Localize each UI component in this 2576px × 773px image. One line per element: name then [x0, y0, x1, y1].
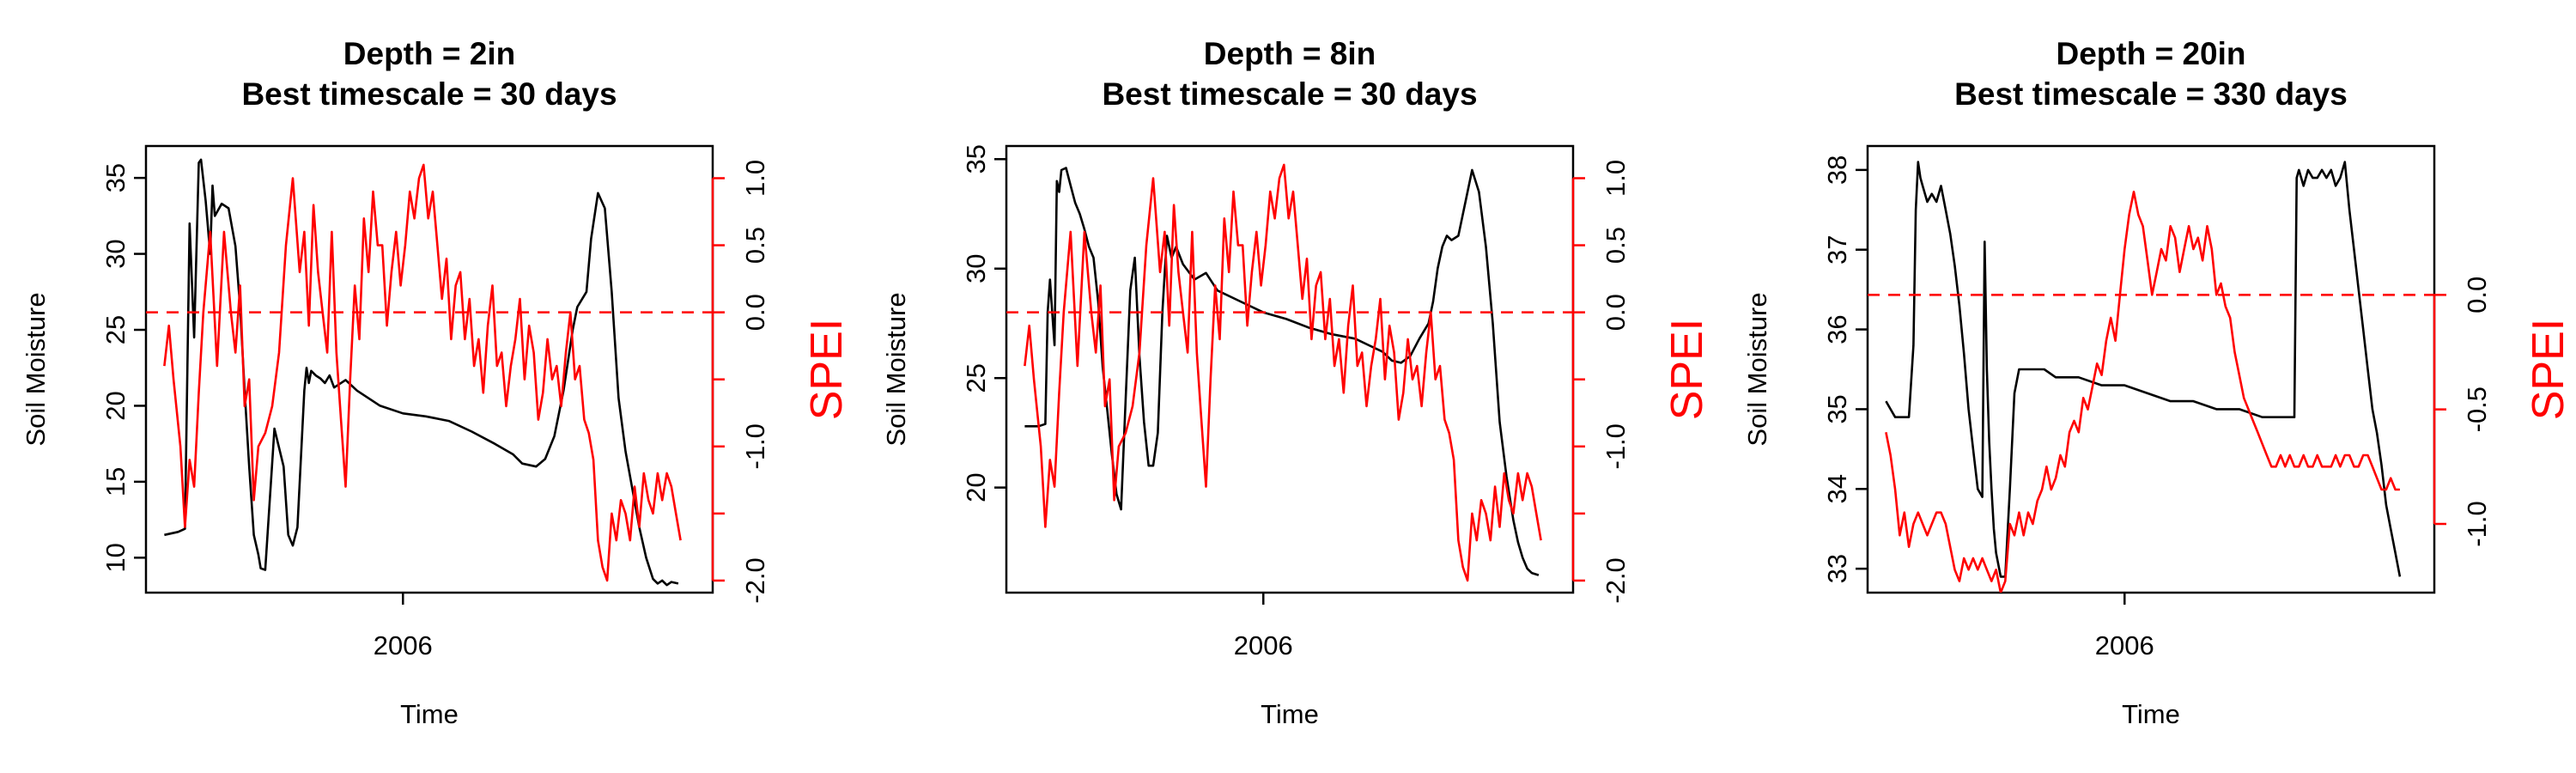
chart-subtitle: Best timescale = 30 days [241, 76, 617, 112]
y-tick-label: 30 [100, 239, 131, 268]
x-axis-label: Time [1261, 699, 1319, 729]
y-tick-label: 10 [100, 543, 131, 572]
y-tick-label: 15 [100, 467, 131, 496]
y-tick-label: 34 [1822, 474, 1852, 503]
panel-depth-8in: Depth = 8in Best timescale = 30 days 20 25 3… [881, 36, 1712, 729]
y-axis-label: Soil Moisture [881, 292, 911, 446]
y-tick-label: 20 [100, 391, 131, 420]
chart-title: Depth = 20in [2056, 36, 2245, 71]
y-axis-label: Soil Moisture [1742, 292, 1772, 446]
x-tick-label: 2006 [374, 630, 433, 660]
y-tick-label: 30 [961, 254, 991, 283]
y-tick-label: 38 [1822, 155, 1852, 185]
chart-title: Depth = 8in [1204, 36, 1376, 71]
spei-tick-label: 0.5 [1601, 227, 1631, 264]
spei-tick-label: -2.0 [1601, 557, 1631, 603]
spei-tick-label: -0.5 [2462, 386, 2492, 432]
y-tick-label: 35 [1822, 394, 1852, 423]
spei-tick-label: -1.0 [2462, 501, 2492, 546]
spei-axis-label: SPEI [2524, 319, 2573, 421]
y-tick-label: 25 [961, 363, 991, 393]
spei-series-line [1024, 163, 1542, 582]
spei-axis-label: SPEI [1662, 319, 1712, 421]
y-tick-label: 37 [1822, 234, 1852, 264]
panel-depth-2in: Depth = 2in Best timescale = 30 days 10 15 2… [21, 36, 852, 729]
spei-tick-label: -1.0 [1601, 423, 1631, 469]
spei-tick-label: 0.0 [2462, 277, 2492, 313]
spei-axis-label: SPEI [802, 319, 852, 421]
y-tick-label: 35 [961, 144, 991, 173]
soil-moisture-series-line [164, 158, 679, 587]
x-axis-label: Time [400, 699, 459, 729]
x-axis-label: Time [2122, 699, 2180, 729]
spei-tick-label: 1.0 [1601, 160, 1631, 197]
y-tick-label: 35 [100, 163, 131, 192]
spei-tick-label: 0.5 [740, 227, 770, 264]
y-tick-label: 20 [961, 472, 991, 502]
y-tick-label: 36 [1822, 314, 1852, 344]
spei-series-line [163, 163, 682, 582]
x-tick-label: 2006 [1234, 630, 1293, 660]
y-axis-label: Soil Moisture [21, 292, 51, 446]
y-tick-label: 33 [1822, 554, 1852, 583]
panel-depth-20in: Depth = 20in Best timescale = 330 days 33 3… [1742, 36, 2573, 729]
spei-tick-label: -2.0 [740, 557, 770, 603]
spei-tick-label: 0.0 [740, 294, 770, 331]
soil-moisture-series-line [1024, 167, 1540, 576]
spei-series-line [1885, 191, 2400, 593]
x-tick-label: 2006 [2095, 630, 2154, 660]
spei-tick-label: 0.0 [1601, 294, 1631, 331]
spei-tick-label: -1.0 [740, 423, 770, 469]
spei-tick-label: 1.0 [740, 160, 770, 197]
chart-title: Depth = 2in [343, 36, 515, 71]
y-tick-label: 25 [100, 315, 131, 344]
chart-subtitle: Best timescale = 330 days [1954, 76, 2348, 112]
soil-moisture-series-line [1885, 161, 2402, 578]
chart-subtitle: Best timescale = 30 days [1102, 76, 1477, 112]
